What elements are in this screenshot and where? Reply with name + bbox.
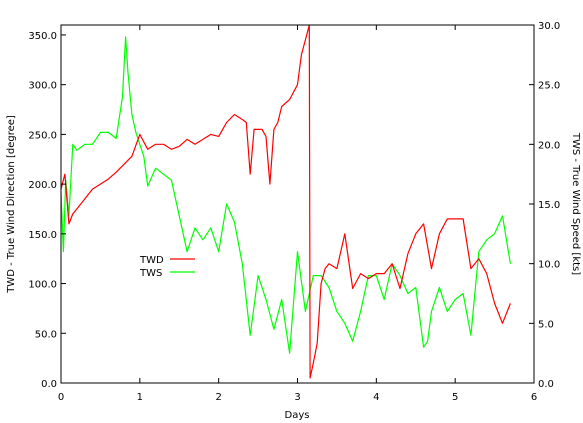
y-tick-label: 200.0 (28, 180, 57, 191)
y-tick-label: 350.0 (28, 31, 57, 42)
x-tick-label: 5 (452, 392, 458, 403)
legend-label-tws: TWS (139, 268, 162, 279)
y-tick-label: 300.0 (28, 81, 57, 92)
legend: TWD TWS (139, 255, 195, 279)
series-layer (60, 24, 511, 379)
y2-tick-label: 25.0 (538, 81, 560, 92)
series-line-tws (60, 36, 511, 354)
y2-axis-title: TWS - True Wind Speed [kts] (570, 132, 581, 275)
y2-tick-label: 5.0 (538, 319, 554, 330)
x-tick-label: 6 (531, 392, 537, 403)
x-tick-label: 3 (294, 392, 300, 403)
x-tick-label: 2 (215, 392, 221, 403)
y-tick-label: 100.0 (28, 280, 57, 291)
y2-tick-label: 15.0 (538, 200, 560, 211)
x-axis-title: Days (285, 410, 310, 421)
ticks-layer: 0 1 2 3 4 5 60.050.0100.0150.0200.0250.0300.03… (28, 21, 560, 403)
y-axis-title: TWD - True Wind Direction [degree] (6, 115, 17, 294)
x-tick-label: 1 (137, 392, 143, 403)
y2-tick-label: 20.0 (538, 140, 560, 151)
y-tick-label: 0.0 (41, 379, 57, 390)
y-tick-label: 250.0 (28, 130, 57, 141)
legend-label-twd: TWD (139, 255, 164, 266)
x-tick-label: 4 (373, 392, 379, 403)
y-tick-label: 50.0 (35, 329, 57, 340)
series-line-twd (60, 24, 511, 379)
y2-tick-label: 10.0 (538, 260, 560, 271)
y2-tick-label: 0.0 (538, 379, 554, 390)
y2-tick-label: 30.0 (538, 21, 560, 32)
y-tick-label: 150.0 (28, 230, 57, 241)
x-tick-label: 0 (58, 392, 64, 403)
